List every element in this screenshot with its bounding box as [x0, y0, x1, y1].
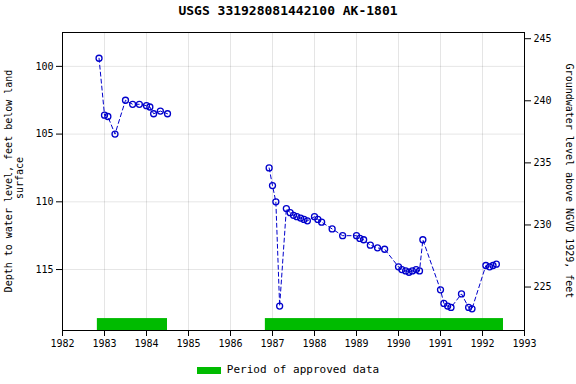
svg-text:1993: 1993: [512, 338, 536, 349]
svg-text:1983: 1983: [92, 338, 116, 349]
svg-text:1991: 1991: [428, 338, 452, 349]
svg-text:245: 245: [534, 33, 552, 44]
html-text:USGS 331928081442100 AK-1801: USGS 331928081442100 AK-1801: [178, 3, 398, 18]
svg-text:1986: 1986: [218, 338, 242, 349]
svg-text:225: 225: [534, 281, 552, 292]
svg-text:110: 110: [35, 196, 53, 207]
svg-text:1984: 1984: [134, 338, 158, 349]
svg-text:240: 240: [534, 95, 552, 106]
svg-text:230: 230: [534, 219, 552, 230]
svg-text:1992: 1992: [470, 338, 494, 349]
svg-text:115: 115: [35, 264, 53, 275]
svg-text:235: 235: [534, 157, 552, 168]
svg-text:1989: 1989: [344, 338, 368, 349]
svg-text:1985: 1985: [176, 338, 200, 349]
svg-text:Groundwater level above NGVD 1: Groundwater level above NGVD 1929, feet: [564, 64, 575, 299]
svg-text:1988: 1988: [302, 338, 326, 349]
svg-text:1990: 1990: [386, 338, 410, 349]
html-text:Period of approved data: Period of approved data: [226, 363, 380, 376]
svg-text:surface: surface: [14, 157, 25, 205]
svg-text:1987: 1987: [260, 338, 284, 349]
svg-text:1982: 1982: [50, 338, 74, 349]
svg-text:Depth to water level, feet bel: Depth to water level, feet below land: [3, 70, 14, 293]
svg-text:100: 100: [35, 61, 53, 72]
svg-text:105: 105: [35, 128, 53, 139]
